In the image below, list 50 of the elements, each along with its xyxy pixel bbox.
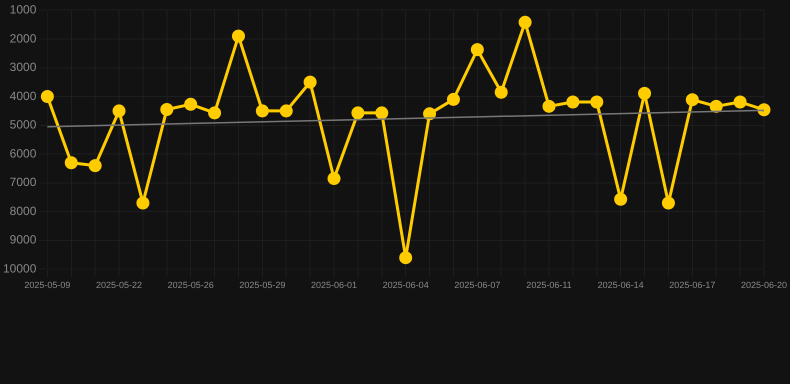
point [494,86,508,99]
point [280,104,293,118]
point [88,159,102,172]
point [590,96,604,108]
point [734,96,747,108]
point [757,103,770,116]
point [208,106,222,120]
x-tick-label: 2025-05-29 [239,280,286,290]
x-tick-label: 2025-06-01 [310,280,358,290]
point [328,172,341,186]
y-tick-label: 4000 [10,88,37,103]
point [64,156,78,170]
x-tick-label: 2025-06-04 [382,280,429,290]
point [710,100,723,113]
y-tick-label: 1000 [10,2,37,17]
point [566,96,580,108]
point [399,251,412,264]
y-tick-label: 7000 [10,175,37,190]
y-tick-label: 9000 [10,232,37,247]
point [184,98,198,111]
y-tick-label: 6000 [10,146,37,160]
point [686,93,699,106]
x-tick-label: 2025-06-17 [669,280,716,290]
point [351,106,364,120]
x-tick-label: 2025-05-09 [24,280,70,290]
point [375,106,388,120]
x-tick-label: 2025-05-26 [168,280,214,290]
point [160,102,174,116]
point [232,30,245,43]
point [470,43,484,56]
point [256,104,269,118]
y-tick-label: 8000 [10,204,37,218]
point [518,16,532,29]
point [638,86,652,100]
x-tick-label: 2025-05-22 [96,280,142,290]
y-tick-label: 2000 [10,31,37,46]
point [542,100,556,113]
point [662,196,675,210]
x-tick-label: 2025-06-07 [454,280,500,290]
point [446,92,460,106]
x-tick-label: 2025-06-11 [526,280,572,290]
point [136,196,150,210]
point [614,192,628,206]
x-tick-label: 2025-06-20 [740,280,788,290]
point [112,104,126,118]
y-tick-label: 10000 [2,262,37,276]
y-tick-label: 3000 [10,60,37,74]
y-tick-label: 5000 [10,118,37,132]
point [304,76,317,89]
x-tick-label: 2025-06-14 [598,280,644,290]
